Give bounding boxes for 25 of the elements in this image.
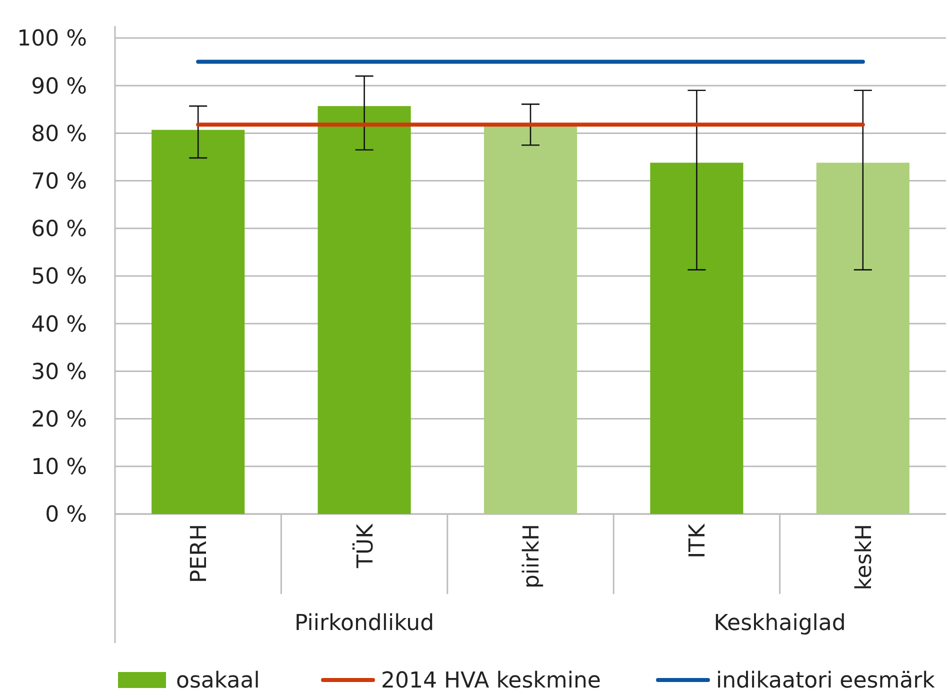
y-tick-label: 80 %	[31, 122, 87, 147]
legend-label: 2014 HVA keskmine	[381, 668, 601, 694]
bar	[152, 130, 245, 514]
text: Keskhaiglad	[714, 611, 846, 636]
y-tick-label: 10 %	[31, 455, 87, 480]
x-tick-label: PERH	[187, 524, 212, 583]
y-tick-label: 30 %	[31, 360, 87, 385]
legend-label: indikaatori eesmärk	[716, 668, 936, 694]
y-tick-label: 0 %	[45, 502, 87, 528]
bar	[318, 106, 411, 514]
x-tick-label: TÜK	[351, 523, 378, 569]
y-tick-label: 20 %	[31, 408, 87, 432]
bar	[650, 162, 744, 514]
y-tick-label: 50 %	[31, 264, 87, 290]
y-tick-label: 90 %	[31, 74, 87, 100]
legend-label: osakaal	[176, 668, 260, 694]
bar	[816, 162, 910, 514]
x-tick-label: ITK	[686, 523, 711, 558]
y-tick-label: 60 %	[31, 217, 87, 242]
x-tick-label: keskH	[852, 524, 877, 590]
y-tick-label: 70 %	[31, 170, 87, 194]
text: Piirkondlikud	[294, 611, 434, 636]
y-tick-label: 100 %	[17, 26, 87, 52]
x-tick-label: piirkH	[520, 524, 544, 589]
y-tick-label: 40 %	[31, 312, 87, 338]
